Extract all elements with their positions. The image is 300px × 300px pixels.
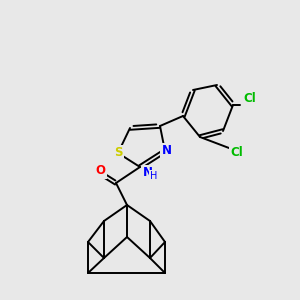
Text: Cl: Cl bbox=[231, 146, 243, 158]
Text: H: H bbox=[150, 171, 158, 181]
Text: Cl: Cl bbox=[244, 92, 256, 106]
Text: N: N bbox=[143, 167, 153, 179]
Text: O: O bbox=[95, 164, 105, 178]
Text: S: S bbox=[114, 146, 122, 160]
Text: N: N bbox=[162, 145, 172, 158]
